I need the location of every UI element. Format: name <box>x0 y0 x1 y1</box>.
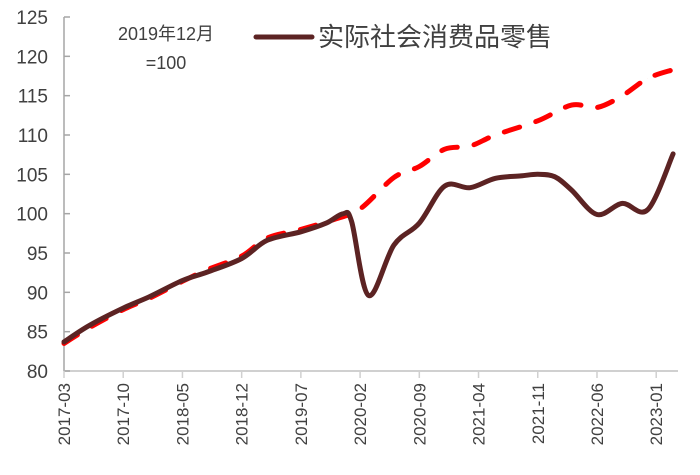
legend: 实际社会消费品零售 <box>253 22 552 52</box>
y-tick-label: 100 <box>16 205 48 226</box>
y-tick-label: 90 <box>27 283 48 304</box>
x-tick-label: 2021-11 <box>529 383 548 444</box>
series-line-trend-dashed <box>61 67 676 346</box>
y-tick-label: 120 <box>16 47 48 68</box>
y-tick-label: 115 <box>18 87 48 108</box>
series-lines <box>61 67 676 346</box>
y-tick-label: 85 <box>27 323 48 344</box>
x-tick-label: 2019-07 <box>292 383 311 445</box>
x-tick-label: 2020-02 <box>351 383 370 445</box>
annotation-line-1: 2019年12月 <box>118 24 214 44</box>
x-tick-label: 2021-04 <box>470 383 489 445</box>
series-line-actual-retail <box>61 151 676 345</box>
annotation: 2019年12月 =100 <box>118 24 214 73</box>
legend-label: 实际社会消费品零售 <box>318 22 552 52</box>
y-tick-label: 110 <box>18 126 48 147</box>
y-tick-label: 95 <box>27 244 48 265</box>
x-tick-label: 2020-09 <box>410 383 429 445</box>
x-tick-label: 2023-01 <box>647 383 666 445</box>
y-tick-label: 80 <box>27 362 48 383</box>
annotation-line-2: =100 <box>146 53 187 73</box>
x-tick-label: 2017-10 <box>114 383 133 445</box>
x-tick-label: 2022-06 <box>588 383 607 445</box>
axes: 80 85 90 95 100 105 110 115 120 125 2017-03 2017-10… <box>16 8 678 445</box>
x-tick-label: 2017-03 <box>55 383 74 445</box>
y-tick-label: 125 <box>16 8 48 29</box>
y-tick-label: 105 <box>16 165 48 186</box>
x-tick-label: 2018-12 <box>233 383 252 445</box>
x-tick-label: 2018-05 <box>173 383 192 445</box>
